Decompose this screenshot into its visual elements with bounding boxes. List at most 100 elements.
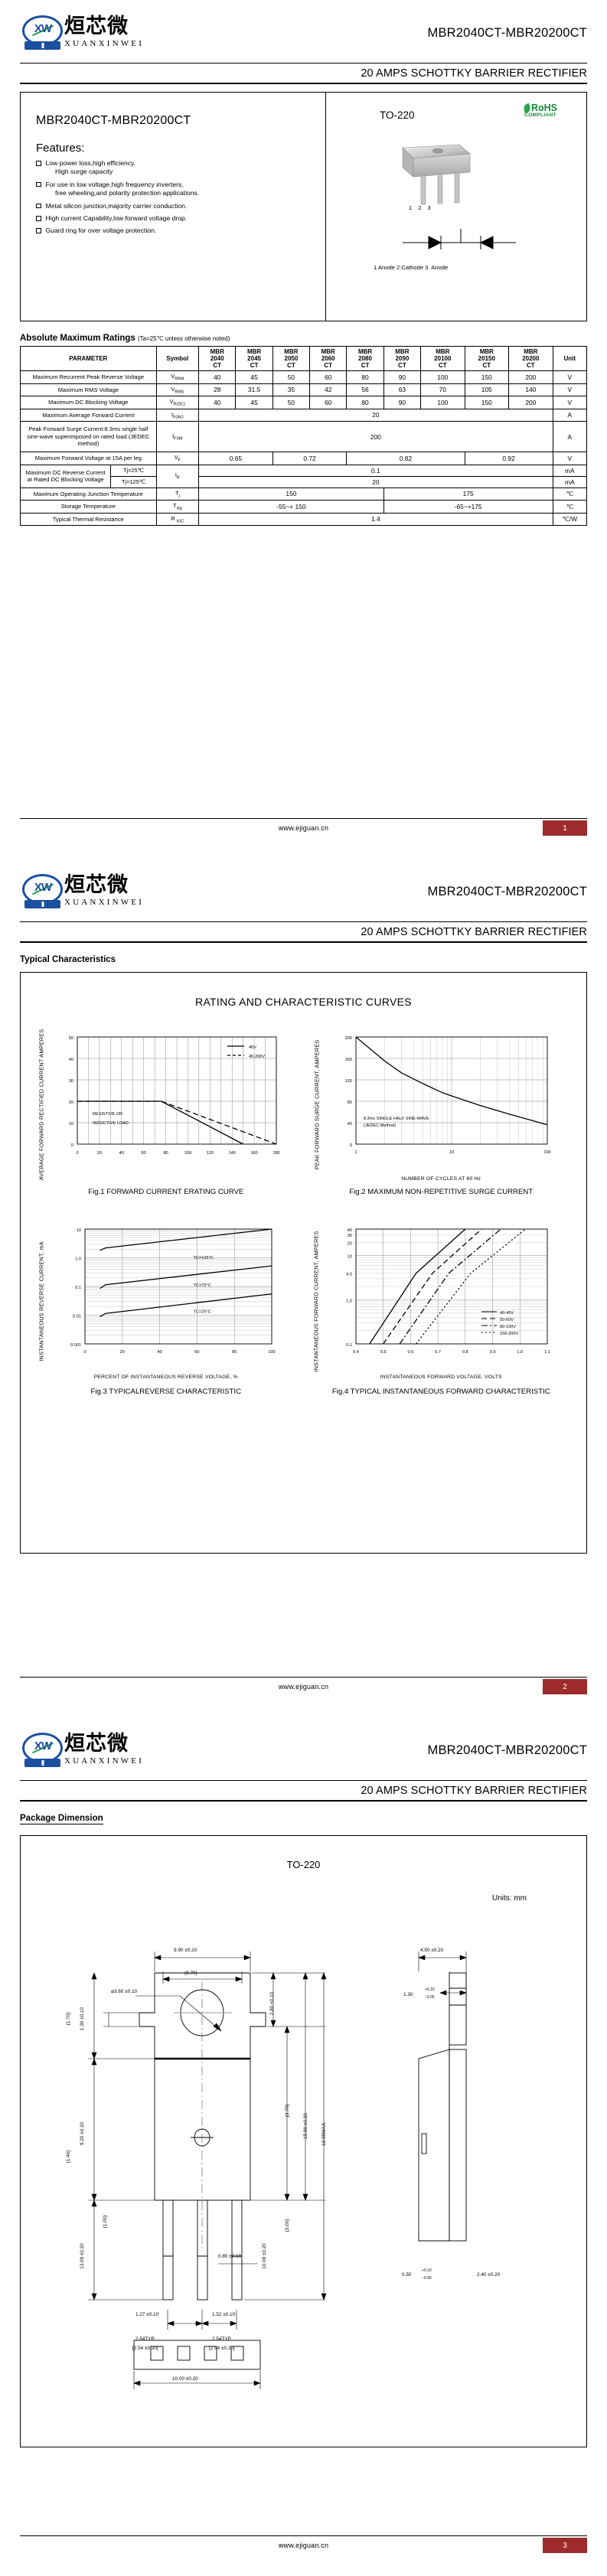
svg-text:0.5: 0.5 bbox=[380, 1350, 386, 1355]
cell-value: 150 bbox=[198, 487, 384, 501]
ratings-title-text: Absolute Maximum Ratings bbox=[20, 334, 135, 343]
cell-value: 42 bbox=[309, 383, 348, 396]
company-logo: XW 烜芯微 XUANXINWEI bbox=[20, 872, 142, 912]
cell-value: 105 bbox=[464, 383, 510, 396]
logo-company-pinyin: XUANXINWEI bbox=[64, 898, 145, 907]
dimension-inner-ref2: (3.00) bbox=[285, 2219, 290, 2232]
svg-text:80: 80 bbox=[163, 1151, 168, 1156]
svg-text:100: 100 bbox=[543, 1150, 550, 1155]
svg-text:40: 40 bbox=[347, 1228, 351, 1233]
svg-text:0: 0 bbox=[83, 1350, 86, 1355]
cell-value: 100 bbox=[420, 370, 465, 384]
svg-text:50: 50 bbox=[69, 1036, 73, 1041]
row-symbol: Tstg bbox=[155, 500, 200, 514]
svg-text:80: 80 bbox=[232, 1350, 237, 1355]
header-divider-top bbox=[20, 63, 587, 64]
feature-item: Low power loss,high efficiency. High sur… bbox=[36, 159, 325, 177]
table-row: Maximum Average Forward Current IF(AV) 2… bbox=[20, 408, 588, 422]
page-header: XW 烜芯微 XUANXINWEI MBR2040CT-MBR20200CT bbox=[20, 872, 587, 921]
row-parameter: Maximum Forward Voltage at 15A per leg bbox=[20, 452, 157, 465]
fig1-ylabel: AVERAGE FORWARD RECTIFIED CURRENT AMPERE… bbox=[38, 1029, 45, 1180]
logo-initials: XW bbox=[34, 881, 52, 894]
header-part-range: MBR2040CT-MBR20200CT bbox=[427, 1743, 587, 1757]
svg-text:(JEDEC Method): (JEDEC Method) bbox=[364, 1123, 396, 1128]
row-unit: ℃ bbox=[552, 487, 588, 501]
svg-text:30: 30 bbox=[69, 1079, 73, 1084]
cell-value-merged: 200 bbox=[198, 421, 553, 452]
col-device-0: MBR 2040 CT bbox=[198, 346, 237, 371]
svg-text:0.7: 0.7 bbox=[435, 1350, 441, 1355]
feature-text: Low power loss,high efficiency. bbox=[45, 159, 136, 167]
svg-text:0.4: 0.4 bbox=[353, 1350, 359, 1355]
col-symbol: Symbol bbox=[155, 346, 200, 371]
cell-value: 31.5 bbox=[235, 383, 273, 396]
feature-item: Guard ring for over voltage protection. bbox=[36, 227, 325, 235]
row-parameter: Storage Temperature bbox=[20, 500, 157, 514]
checkbox-icon bbox=[36, 228, 41, 233]
cell-value-merged: 20 bbox=[198, 408, 553, 422]
svg-text:0.6: 0.6 bbox=[407, 1350, 413, 1355]
characteristics-section-title: Typical Characteristics bbox=[20, 955, 116, 964]
col-device-7: MBR 20150 CT bbox=[464, 346, 510, 371]
row-parameter: Typical Thermal Resistance bbox=[20, 512, 157, 526]
page-footer: www.ejiguan.cn 2 bbox=[20, 1677, 587, 1697]
svg-text:40: 40 bbox=[157, 1350, 162, 1355]
dimension-hole-dia: ø3.60 ±0.10 bbox=[111, 1989, 138, 1994]
absolute-maximum-ratings-table: PARAMETER Symbol MBR 2040 CT MBR 2045 CT MBR… bbox=[19, 346, 588, 526]
footer-divider bbox=[20, 1677, 587, 1678]
table-header-row: PARAMETER Symbol MBR 2040 CT MBR 2045 CT MBR… bbox=[20, 346, 588, 371]
cell-value-merged: 1.4 bbox=[198, 512, 553, 526]
svg-text:0.8: 0.8 bbox=[462, 1350, 468, 1355]
svg-text:1.0: 1.0 bbox=[346, 1299, 352, 1303]
logo-bar-icon bbox=[24, 41, 60, 50]
dimension-side-lead-minus: −0.05 bbox=[422, 2276, 432, 2281]
svg-text:1: 1 bbox=[354, 1150, 357, 1155]
row-unit: mA bbox=[552, 475, 588, 488]
dimension-side-thick: 1.30 bbox=[403, 1992, 413, 1997]
cell-value: 200 bbox=[508, 396, 553, 409]
fig2-ylabel: PEAK FORWARD SURGE CURRENT, AMPERES bbox=[313, 1039, 320, 1169]
dimension-pitch-typ-a2: [2.54 ±0.20] bbox=[132, 2346, 158, 2351]
footer-divider bbox=[20, 2535, 587, 2536]
logo-company-cn: 烜芯微 bbox=[64, 1732, 129, 1756]
dimension-notch-ref: (1.70) bbox=[66, 2013, 71, 2026]
cell-value: 175 bbox=[383, 487, 553, 501]
cell-value: 0.92 bbox=[464, 452, 553, 465]
svg-text:120: 120 bbox=[207, 1151, 214, 1156]
cell-value: 200 bbox=[508, 370, 553, 384]
cell-value: 50 bbox=[272, 370, 311, 384]
cell-value: 90 bbox=[383, 370, 422, 384]
svg-text:100: 100 bbox=[184, 1151, 191, 1156]
overview-box: MBR2040CT-MBR20200CT Features: Low power… bbox=[20, 92, 587, 321]
row-parameter: Maximum RMS Voltage bbox=[20, 383, 157, 396]
svg-text:40: 40 bbox=[119, 1151, 124, 1156]
features-panel: MBR2040CT-MBR20200CT Features: Low power… bbox=[21, 93, 327, 321]
svg-text:80-100V: 80-100V bbox=[500, 1325, 516, 1329]
svg-text:20: 20 bbox=[69, 1101, 73, 1105]
row-symbol: IR bbox=[155, 464, 200, 488]
svg-text:0.9: 0.9 bbox=[489, 1350, 495, 1355]
svg-text:20: 20 bbox=[120, 1350, 125, 1355]
svg-text:60: 60 bbox=[142, 1151, 146, 1156]
header-divider-bottom bbox=[20, 1800, 587, 1802]
svg-text:TC=75°C: TC=75°C bbox=[194, 1283, 211, 1288]
page-header: XW 烜芯微 XUANXINWEI MBR2040CT-MBR20200CT bbox=[20, 1731, 587, 1780]
row-unit: A bbox=[552, 408, 588, 422]
cell-value: 0.82 bbox=[346, 452, 465, 465]
cell-value: 150 bbox=[464, 370, 510, 384]
fig2-caption: Fig.2 MAXIMUM NON-REPETITIVE SURGE CURRE… bbox=[349, 1188, 534, 1196]
col-parameter: PARAMETER bbox=[20, 346, 157, 371]
table-row: Tj=125℃ 20 mA bbox=[21, 475, 588, 488]
header-subtitle: 20 AMPS SCHOTTKY BARRIER RECTIFIER bbox=[361, 1785, 587, 1797]
svg-text:1.0: 1.0 bbox=[75, 1257, 81, 1262]
svg-text:INDUCTIVE LOAD: INDUCTIVE LOAD bbox=[93, 1121, 129, 1126]
header-part-range: MBR2040CT-MBR20200CT bbox=[427, 885, 587, 898]
table-row: Peak Forward Surge Current:8.3ms single … bbox=[20, 421, 588, 452]
svg-text:8.3ms SINGLE HALF SINE-WAVE: 8.3ms SINGLE HALF SINE-WAVE bbox=[364, 1117, 429, 1121]
logo-company-cn: 烜芯微 bbox=[64, 15, 129, 38]
table-row: Maximum Operating Junction Temperature T… bbox=[20, 487, 588, 501]
svg-text:20: 20 bbox=[97, 1151, 102, 1156]
svg-text:0.1: 0.1 bbox=[346, 1343, 352, 1348]
svg-text:160: 160 bbox=[344, 1058, 351, 1062]
row-parameter: Maximum DC Reverse Current at Rated DC B… bbox=[19, 464, 112, 488]
